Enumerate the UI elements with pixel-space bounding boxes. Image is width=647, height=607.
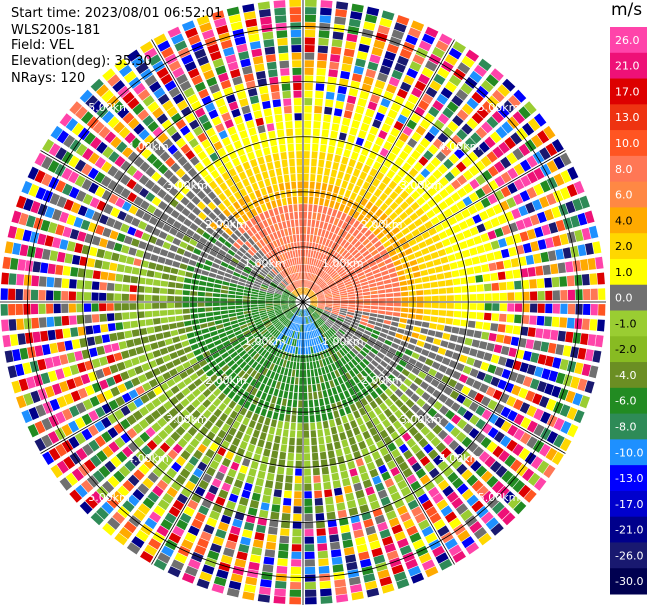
range-ring-label: 2.00km xyxy=(205,218,247,231)
start-time-label: Start time: 2023/08/01 06:52:01 xyxy=(11,6,223,21)
colorbar-tick-label: -6.0 xyxy=(615,395,636,408)
azimuth-line xyxy=(151,39,304,303)
range-ring-label: 4.00km xyxy=(127,452,169,465)
azimuth-line xyxy=(302,301,455,565)
colorbar-swatch xyxy=(610,155,647,183)
colorbar-swatch xyxy=(610,233,647,260)
range-ring-label: 2.00km xyxy=(361,374,403,387)
range-ring-label: 4.00km xyxy=(127,140,169,153)
colorbar-tick-label: -30.0 xyxy=(615,575,643,588)
colorbar-tick-label: -4.0 xyxy=(615,369,636,382)
colorbar-tick-label: -13.0 xyxy=(615,472,643,485)
velocity-sectors xyxy=(0,0,606,605)
range-ring-label: 5.00km xyxy=(88,101,130,114)
azimuth-line xyxy=(302,150,566,303)
range-ring-label: 5.00km xyxy=(478,101,520,114)
azimuth-line xyxy=(302,301,566,454)
field-label: Field: VEL xyxy=(11,38,74,53)
range-ring-label: 3.00km xyxy=(400,179,442,192)
colorbar-swatch xyxy=(610,207,647,234)
colorbar-swatch xyxy=(610,258,647,286)
colorbar-tick-label: -8.0 xyxy=(615,420,636,433)
colorbar-tick-label: 2.0 xyxy=(615,240,633,253)
range-ring-label: 4.00km xyxy=(439,452,481,465)
range-ring-labels: 1.00km 2.00km 3.00km 4.00km 5.00km 1.00km 2.00… xyxy=(88,101,519,504)
colorbar-swatch xyxy=(610,413,647,440)
colorbar-tick-label: 17.0 xyxy=(615,85,640,98)
colorbar-swatch xyxy=(610,310,647,337)
colorbar-tick-label: -21.0 xyxy=(615,524,643,537)
colorbar-tick-label: 1.0 xyxy=(615,266,633,279)
colorbar-swatch xyxy=(610,181,647,208)
colorbar-swatch xyxy=(610,387,647,415)
colorbar-tick-label: -2.0 xyxy=(615,343,636,356)
azimuth-line xyxy=(151,301,304,565)
colorbar-swatch xyxy=(610,130,647,157)
elevation-label: Elevation(deg): 35.30 xyxy=(11,54,152,69)
colorbar-tick-label: 8.0 xyxy=(615,163,633,176)
range-ring-label: 3.00km xyxy=(400,413,442,426)
range-ring-label: 1.00km xyxy=(322,335,364,348)
colorbar-tick-label: -17.0 xyxy=(615,498,643,511)
velocity-colorbar: 26.0 21.0 17.0 13.0 10.0 8.0 6.0 4.0 2.0 1.0 0.0 -1… xyxy=(610,27,647,595)
colorbar-swatch xyxy=(610,27,647,54)
colorbar-tick-label: 21.0 xyxy=(615,60,640,73)
range-ring-label: 1.00km xyxy=(244,257,286,270)
colorbar-tick-label: 0.0 xyxy=(615,292,633,305)
instrument-label: WLS200s-181 xyxy=(11,23,101,38)
colorbar-swatch xyxy=(610,52,647,80)
azimuth-line xyxy=(40,150,304,303)
azimuth-line xyxy=(40,301,304,454)
colorbar-tick-label: -1.0 xyxy=(615,317,636,330)
colorbar-tick-label: 26.0 xyxy=(615,34,640,47)
colorbar-unit-label: m/s xyxy=(611,0,643,20)
range-ring-label: 1.00km xyxy=(322,257,364,270)
range-ring-label: 5.00km xyxy=(88,491,130,504)
azimuth-line xyxy=(302,39,455,303)
azimuth-lines xyxy=(0,0,606,605)
range-ring-label: 3.00km xyxy=(166,413,208,426)
range-ring-label: 2.00km xyxy=(205,374,247,387)
ppi-scan-plot: 1.00km 2.00km 3.00km 4.00km 5.00km 1.00km 2.00… xyxy=(0,0,606,605)
range-ring-label: 1.00km xyxy=(244,335,286,348)
colorbar-tick-label: -10.0 xyxy=(615,446,643,459)
colorbar-tick-label: -26.0 xyxy=(615,549,643,562)
colorbar-swatch xyxy=(610,284,647,311)
colorbar-swatch xyxy=(610,568,647,595)
colorbar-tick-label: 13.0 xyxy=(615,111,640,124)
nrays-label: NRays: 120 xyxy=(11,71,86,86)
colorbar-tick-label: 10.0 xyxy=(615,137,640,150)
colorbar-swatch xyxy=(610,78,647,105)
colorbar-swatch xyxy=(610,336,647,363)
colorbar-swatch xyxy=(610,542,647,569)
range-ring-label: 4.00km xyxy=(439,140,481,153)
colorbar-swatch xyxy=(610,490,647,518)
colorbar-swatch xyxy=(610,362,647,389)
range-ring-label: 3.00km xyxy=(166,179,208,192)
colorbar-swatch xyxy=(610,516,647,543)
colorbar-swatch xyxy=(610,465,647,492)
range-ring-label: 2.00km xyxy=(361,218,403,231)
colorbar-tick-label: 4.0 xyxy=(615,214,633,227)
colorbar-swatch xyxy=(610,439,647,466)
colorbar-tick-label: 6.0 xyxy=(615,189,633,202)
colorbar-swatch xyxy=(610,104,647,131)
range-ring-label: 5.00km xyxy=(478,491,520,504)
